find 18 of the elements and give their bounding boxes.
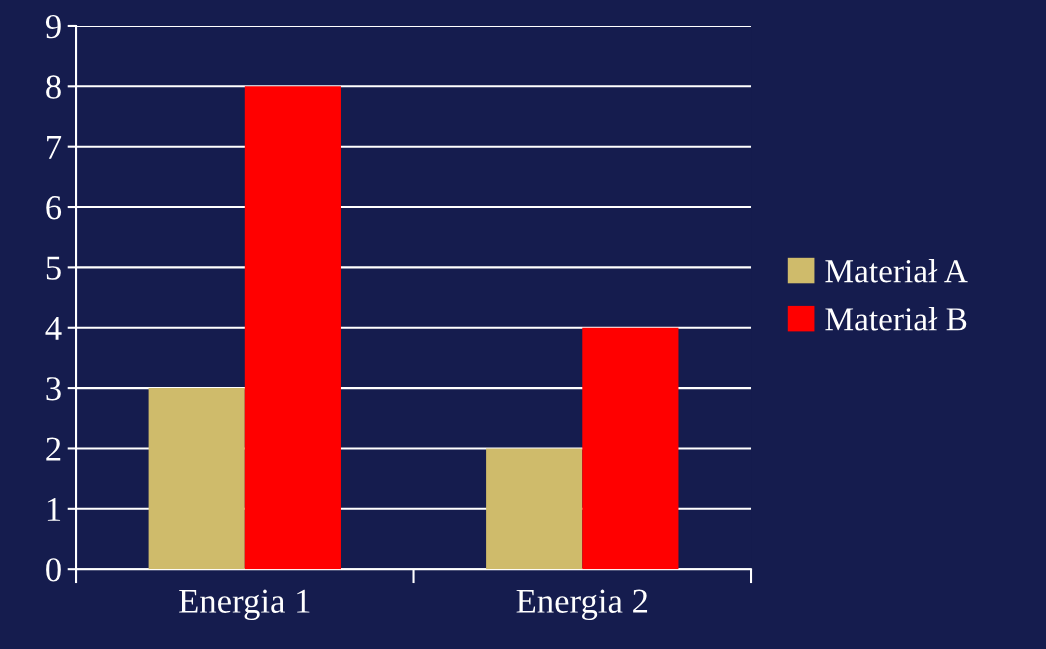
legend-label: Materiał A — [825, 259, 968, 283]
legend-label: Materiał B — [825, 307, 967, 331]
x-tick-label: Energia 1 — [179, 589, 310, 621]
bar — [582, 327, 679, 570]
y-tick-label: 5 — [46, 256, 61, 280]
y-tick-label: 4 — [45, 316, 62, 340]
x-tick-label: Energia 2 — [516, 589, 648, 621]
bar — [486, 448, 583, 570]
y-tick-label: 0 — [46, 558, 61, 582]
y-tick-label: 6 — [46, 196, 62, 220]
y-tick-label: 1 — [47, 497, 61, 521]
y-tick-label: 2 — [46, 437, 61, 461]
bar — [148, 388, 245, 570]
y-tick-label: 7 — [47, 135, 62, 159]
y-tick-label: 8 — [46, 75, 61, 99]
y-tick-label: 3 — [46, 377, 61, 401]
y-tick-label: 9 — [45, 15, 61, 39]
bar — [244, 86, 341, 570]
